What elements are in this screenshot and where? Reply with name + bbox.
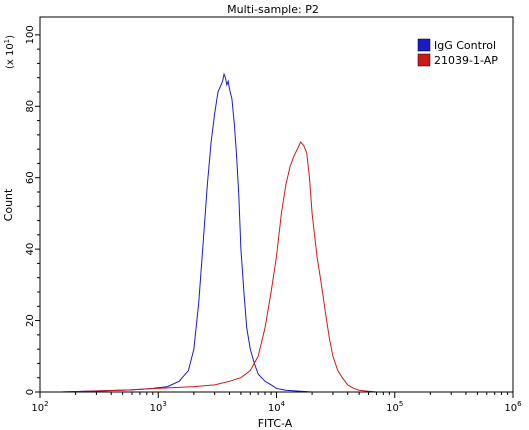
y-multiplier-label: (x 101) [3,35,16,69]
y-axis-label: Count [2,188,15,221]
y-axis-ticks: 0 20 40 60 80 100 [25,25,40,395]
plot-frame [39,16,514,393]
x-tick-label: 103 [150,400,167,414]
svg-text:(x 101): (x 101) [3,35,16,69]
x-tick-label: 102 [31,400,48,414]
legend-swatch [417,53,431,67]
x-axis-label: FITC-A [258,417,293,430]
y-tick-label: 80 [25,100,36,113]
legend: IgG Control 21039-1-AP [417,38,498,67]
y-multiplier-close: ) [5,35,16,39]
legend-label: IgG Control [434,39,496,52]
series-line [60,72,313,393]
chart-title: Multi-sample: P2 [227,3,319,16]
y-tick-label: 100 [25,25,36,44]
series-line [60,141,377,393]
x-tick-label: 104 [268,400,286,414]
y-tick-label: 20 [25,314,36,327]
legend-label: 21039-1-AP [434,54,498,67]
y-multiplier-exponent: 1 [3,39,11,43]
y-tick-label: 60 [25,171,36,184]
series-layer [60,72,377,393]
y-tick-label: 40 [25,243,36,256]
y-multiplier-text: (x 10 [5,43,16,69]
x-axis-ticks: 102 103 104 105 106 [31,392,522,414]
x-tick-label: 106 [504,400,522,414]
x-tick-label: 105 [386,400,403,414]
y-tick-label: 0 [25,389,36,395]
legend-swatch [417,38,431,52]
